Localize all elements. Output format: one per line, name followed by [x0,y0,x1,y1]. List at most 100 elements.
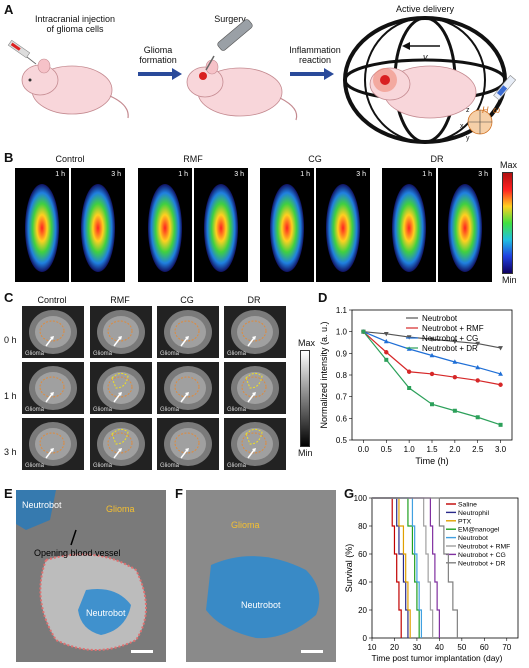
d-legend-label-2: Neutrobot + CG [422,334,478,343]
c-glioma-label: Glioma [160,407,180,413]
c-glioma-label: Glioma [227,351,247,357]
c-image-2-1: Glioma [90,418,152,470]
c-image-2-2: Glioma [157,418,219,470]
f-glioma-label: Glioma [231,520,260,530]
d-point-1-4 [452,374,458,380]
d-point-3-0 [361,329,366,334]
step3-label: Active delivery [395,4,455,14]
h-label: H [482,105,489,115]
g-xtick-label: 50 [457,643,466,652]
c-glioma-label: Glioma [93,407,113,413]
b-image-1-0: 1 h [138,168,192,282]
axis-y-label: y [466,135,470,142]
c-glioma-label: Glioma [227,463,247,469]
em-image-f: Glioma Neutrobot [186,490,336,662]
b-time-label: 1 h [300,171,310,178]
d-point-0-1 [383,332,389,337]
d-xtick-label: 1.5 [426,445,438,454]
g-legend-label-4: Neutrobot [458,535,488,542]
b-group-label-2: CG [308,154,322,164]
c-glioma-label: Glioma [160,463,180,469]
c-image-1-1: Glioma [90,362,152,414]
g-plot-frame [371,497,519,639]
scalpel-icon [205,19,253,71]
g-legend-label-3: EM@nanogel [458,527,500,534]
g-ytick-label: 60 [358,550,367,559]
b-group-label-0: Control [55,154,85,164]
b-time-label: 3 h [356,171,366,178]
d-xtick-label: 1.0 [404,445,416,454]
arrow-icon-1 [138,68,182,80]
arrow2-label: Inflammation reaction [289,45,341,65]
d-point-3-6 [498,422,503,427]
g-xtick-label: 30 [412,643,421,652]
g-legend-label-0: Saline [458,502,477,509]
c-row-label-1: 1 h [4,391,17,401]
c-row-label-0: 0 h [4,335,17,345]
c-scale-max: Max [298,338,316,348]
g-legend-label-2: PTX [458,518,472,525]
b-time-label: 3 h [234,171,244,178]
velocity-arrow-icon [402,42,440,50]
mouse-icon-1 [21,58,129,119]
b-image-3-1: 3 h [438,168,492,282]
d-ytick-label: 0.9 [336,349,348,358]
b-image-0-1: 3 h [71,168,125,282]
f-neutrobot-label: Neutrobot [241,600,281,610]
b-scale-max: Max [500,160,518,170]
g-ytick-label: 40 [358,578,367,587]
d-legend-label-3: Neutrobot + DR [422,344,478,353]
b-image-3-0: 1 h [382,168,436,282]
panel-label-b: B [4,150,14,165]
g-xtick-label: 20 [390,643,399,652]
c-glioma-label: Glioma [25,351,45,357]
panel-label-c: C [4,290,14,305]
c-image-2-0: Glioma [22,418,84,470]
panel-label-a: A [4,2,14,17]
g-xtick-label: 60 [480,643,489,652]
rotating-field-icon [467,109,493,135]
omega-label: ω [493,105,501,115]
d-point-2-5 [475,364,481,370]
g-legend-label-7: Neutrobot + DR [458,560,506,567]
b-colorbar [502,172,513,274]
c-row-label-2: 3 h [4,447,17,457]
g-series-line-0 [372,497,402,638]
g-series-line-2 [372,497,411,638]
c-colorbar [300,350,310,447]
d-point-1-3 [429,371,435,377]
d-point-1-5 [475,378,480,383]
g-series-line-7 [372,497,458,638]
syringe-icon-2 [493,75,517,101]
d-point-0-6 [498,346,503,351]
c-glioma-label: Glioma [25,463,45,469]
b-time-label: 1 h [55,171,65,178]
d-point-0-4 [452,339,458,345]
d-ytick-label: 0.8 [336,371,348,380]
axis-x-label: x [460,123,464,130]
panel-label-e: E [4,486,13,501]
d-xlabel: Time (h) [415,456,448,466]
d-xtick-label: 0.0 [358,445,370,454]
b-image-1-1: 3 h [194,168,248,282]
chart-d: 0.5 0.6 0.7 0.8 0.9 1.0 1.1 0.0 0.5 1.0 1.5 2.0 2.5 3… [319,306,513,466]
c-glioma-label: Glioma [93,351,113,357]
c-glioma-label: Glioma [25,407,45,413]
c-group-label-1: RMF [110,295,130,305]
e-neutrobot-label-1: Neutrobot [22,500,62,510]
g-ytick-label: 100 [354,494,368,503]
c-scale-min: Min [298,448,313,458]
d-xtick-label: 2.0 [449,445,461,454]
e-vessel-label: Opening blood vessel [34,548,121,558]
g-series-line-5 [372,497,434,638]
g-xlabel: Time post tumor implantation (day) [371,653,502,663]
d-point-0-3 [429,337,435,342]
g-ylabel: Survival (%) [344,544,354,593]
c-group-label-2: CG [180,295,194,305]
c-group-label-0: Control [37,295,67,305]
step1-label: Intracranial injection of glioma cells [34,14,116,34]
d-point-1-2 [406,369,412,374]
d-ytick-label: 1.0 [336,328,348,337]
d-point-3-1 [384,357,389,362]
c-image-1-0: Glioma [22,362,84,414]
